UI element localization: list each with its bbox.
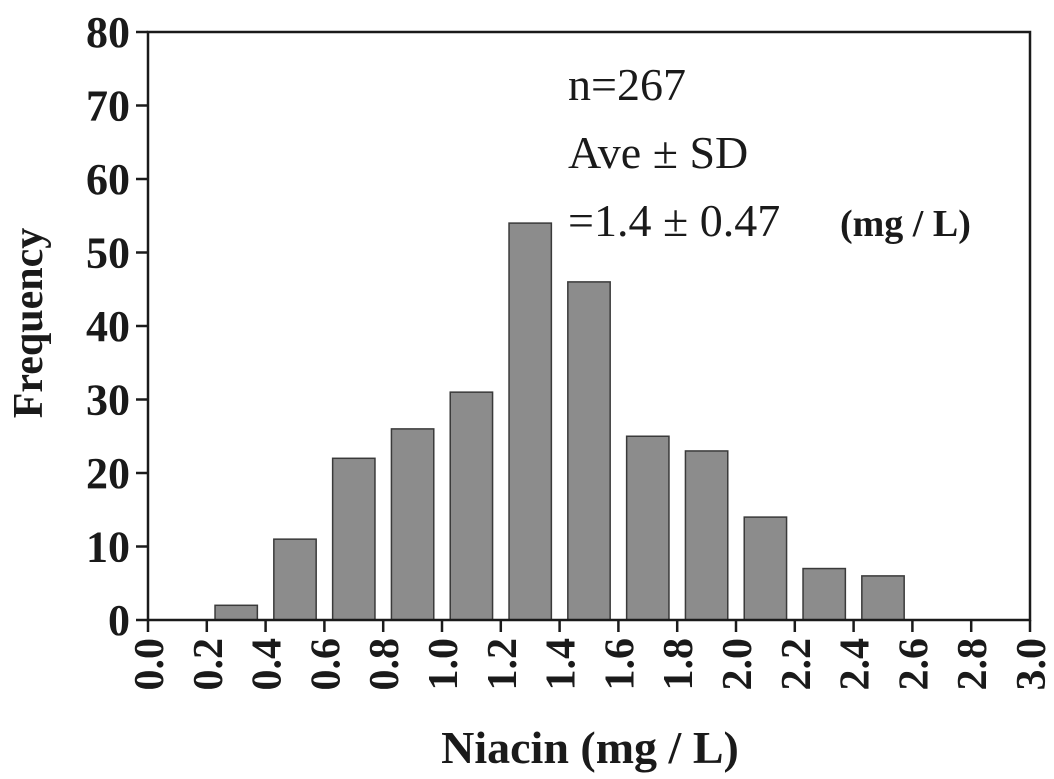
- bar-8: [625, 435, 670, 621]
- x-tick-label: 0.8: [362, 638, 408, 691]
- x-tick-label: 1.6: [597, 638, 643, 691]
- x-tick-label: 2.0: [715, 638, 761, 691]
- x-axis-ticks: 0.0 0.2 0.4 0.6 0.8 1.0 1.2 1.4 1.6 1.8 2.0 2.2 2.4 2…: [127, 620, 1054, 691]
- y-tick-label: 0: [108, 596, 130, 645]
- bar-1: [214, 604, 259, 621]
- x-tick-label: 0.2: [186, 638, 232, 691]
- y-tick-label: 70: [86, 82, 130, 131]
- x-tick-label: 2.8: [950, 638, 996, 691]
- y-tick-label: 20: [86, 449, 130, 498]
- x-tick-label: 0.6: [303, 638, 349, 691]
- bar-6: [508, 222, 553, 621]
- x-tick-label: 0.4: [245, 638, 291, 691]
- y-tick-label: 80: [86, 8, 130, 57]
- bar-10: [743, 516, 788, 621]
- x-tick-label: 2.4: [833, 638, 879, 691]
- x-tick-label: 2.2: [774, 638, 820, 691]
- x-tick-label: 1.4: [539, 638, 585, 691]
- y-tick-label: 30: [86, 376, 130, 425]
- bar-7: [567, 281, 611, 621]
- x-tick-label: 0.0: [127, 638, 173, 691]
- bar-9: [684, 450, 729, 621]
- x-tick-label: 3.0: [1009, 638, 1054, 691]
- bar-2: [273, 538, 317, 621]
- annotation-ave-sd-label: Ave ± SD: [568, 127, 748, 178]
- bar-4: [390, 428, 435, 621]
- y-tick-label: 40: [86, 302, 130, 351]
- y-tick-label: 60: [86, 155, 130, 204]
- x-tick-label: 1.0: [421, 638, 467, 691]
- annotation-unit: (mg / L): [840, 203, 971, 245]
- bar-11: [802, 567, 847, 621]
- y-axis-title: Frequency: [6, 228, 52, 419]
- y-tick-label: 10: [86, 523, 130, 572]
- annotation-n: n=267: [568, 59, 686, 110]
- x-tick-label: 1.8: [656, 638, 702, 691]
- bars-group: [214, 222, 905, 621]
- bar-3: [331, 457, 376, 621]
- y-axis-ticks: 0 10 20 30 40 50 60 70 80: [86, 8, 148, 645]
- x-axis-title: Niacin (mg / L): [441, 722, 739, 773]
- x-tick-label: 1.2: [480, 638, 526, 691]
- annotation-ave-sd-value: =1.4 ± 0.47: [568, 195, 780, 246]
- x-tick-label: 2.6: [891, 638, 937, 691]
- bar-5: [449, 391, 494, 621]
- y-tick-label: 50: [86, 229, 130, 278]
- bar-12: [861, 575, 905, 621]
